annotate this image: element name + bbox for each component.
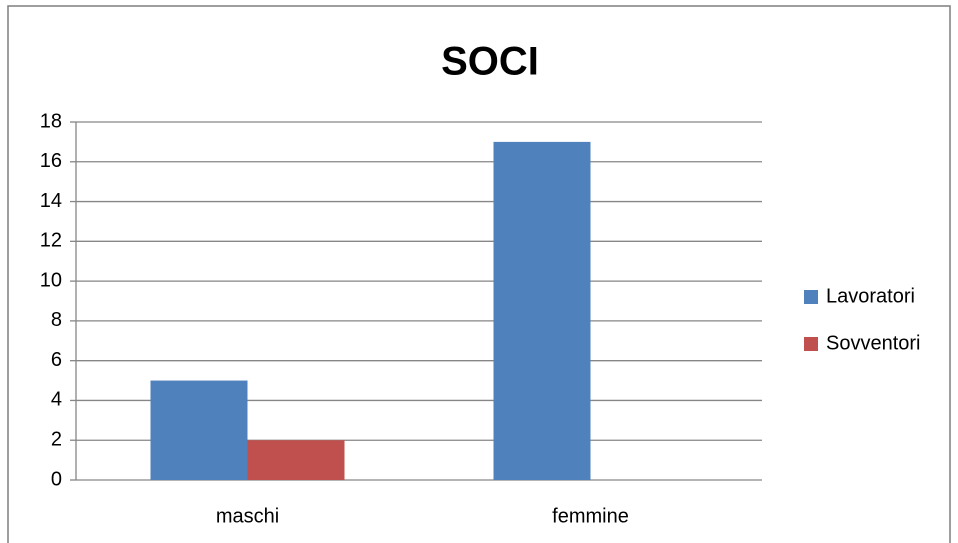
bar xyxy=(150,380,248,480)
y-tick-label: 8 xyxy=(51,309,62,331)
chart-title: SOCI xyxy=(441,40,539,84)
y-tick-label: 14 xyxy=(40,190,62,212)
legend-label: Sovventori xyxy=(826,332,921,354)
y-tick-label: 4 xyxy=(51,389,62,411)
chart-border xyxy=(7,5,951,543)
y-tick-label: 6 xyxy=(51,349,62,371)
y-tick-label: 18 xyxy=(40,110,62,132)
legend-swatch xyxy=(804,337,818,351)
x-tick-label: femmine xyxy=(552,505,629,527)
y-tick-label: 10 xyxy=(40,269,62,291)
y-tick-label: 0 xyxy=(51,468,62,490)
x-tick-label: maschi xyxy=(216,505,279,527)
bar xyxy=(493,141,591,480)
y-tick-label: 2 xyxy=(51,429,62,451)
legend-swatch xyxy=(804,290,818,304)
y-tick-label: 12 xyxy=(40,230,62,252)
y-tick-label: 16 xyxy=(40,150,62,172)
legend-label: Lavoratori xyxy=(826,285,915,307)
bar xyxy=(247,440,345,480)
